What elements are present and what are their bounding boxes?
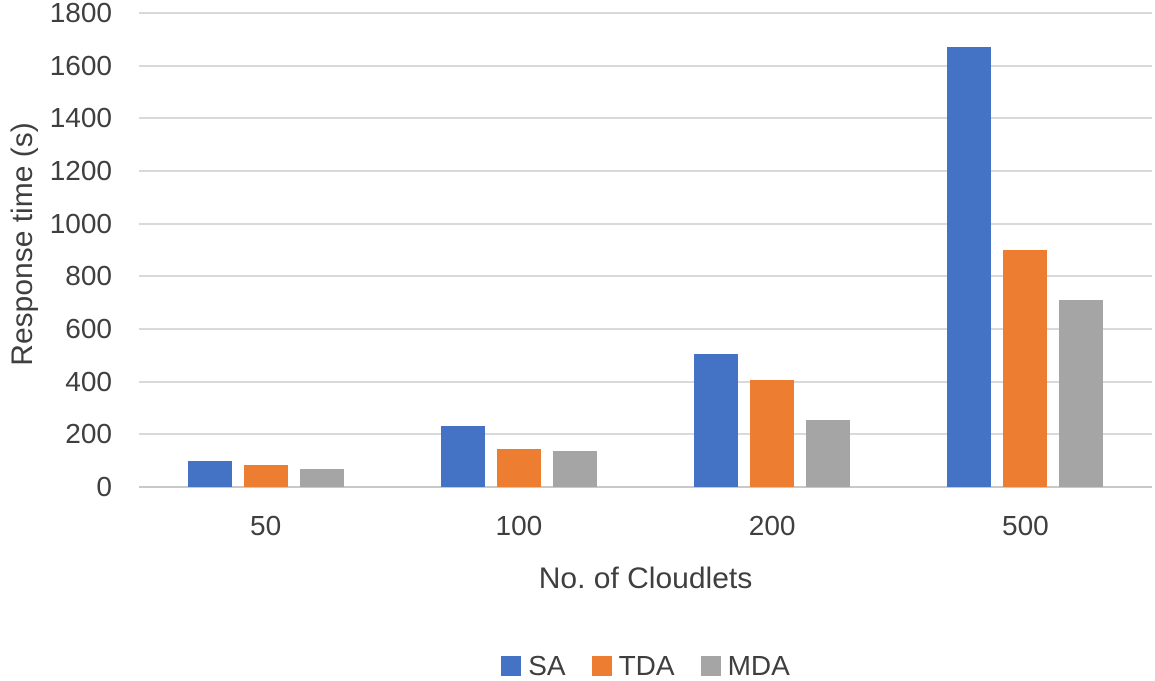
bar-sa-50 — [187, 461, 232, 487]
y-tick-label-200: 200 — [65, 418, 112, 450]
y-tick-label-0: 0 — [96, 471, 112, 502]
legend-item-sa: SA — [501, 650, 566, 681]
x-axis-line — [139, 486, 1152, 488]
legend-swatch-icon — [700, 656, 721, 676]
plot-area — [139, 12, 1152, 488]
legend-item-tda: TDA — [591, 650, 675, 681]
bar-tda-200 — [750, 380, 795, 487]
bar-mda-100 — [552, 451, 597, 487]
y-tick-label-1200: 1200 — [49, 155, 112, 186]
legend-swatch-icon — [591, 656, 612, 676]
bar-sa-100 — [440, 426, 485, 487]
bar-tda-100 — [496, 449, 541, 487]
bar-tda-50 — [243, 465, 288, 487]
x-tick-label-200: 200 — [748, 510, 796, 541]
x-axis-tick-labels: 50 100 200 500 — [139, 512, 1152, 542]
gridline-1400 — [139, 117, 1152, 120]
y-tick-label-1400: 1400 — [49, 102, 112, 134]
gridline-1800 — [139, 12, 1152, 14]
y-tick-label-600: 600 — [65, 313, 112, 344]
bar-sa-200 — [694, 354, 739, 487]
gridline-1600 — [139, 64, 1152, 67]
legend-swatch-icon — [501, 656, 522, 676]
gridline-1200 — [139, 170, 1152, 172]
bar-mda-200 — [806, 420, 851, 487]
y-tick-label-1600: 1600 — [49, 49, 112, 81]
gridline-200 — [139, 433, 1152, 436]
bar-mda-50 — [299, 469, 344, 487]
x-tick-label-50: 50 — [250, 510, 282, 541]
bar-tda-500 — [1003, 250, 1048, 487]
y-axis-tick-labels: 0 200 400 600 800 1000 1200 1400 1600 1800 — [0, 0, 112, 501]
y-tick-label-800: 800 — [65, 260, 112, 292]
legend-label: SA — [528, 650, 566, 681]
bar-mda-500 — [1059, 300, 1104, 487]
gridline-400 — [139, 380, 1152, 383]
y-tick-label-400: 400 — [65, 365, 112, 397]
gridline-600 — [139, 328, 1152, 330]
legend: SA TDA MDA — [139, 652, 1152, 680]
x-axis-title: No. of Cloudlets — [538, 562, 753, 595]
gridline-800 — [139, 275, 1152, 278]
bar-sa-500 — [947, 47, 992, 487]
y-tick-label-1800: 1800 — [49, 0, 112, 28]
legend-label: TDA — [618, 650, 675, 681]
y-tick-label-1000: 1000 — [49, 207, 112, 239]
legend-item-mda: MDA — [700, 650, 790, 681]
legend-label: MDA — [727, 650, 790, 681]
x-tick-label-500: 500 — [1002, 510, 1049, 541]
gridline-1000 — [139, 222, 1152, 225]
x-tick-label-100: 100 — [495, 510, 543, 541]
